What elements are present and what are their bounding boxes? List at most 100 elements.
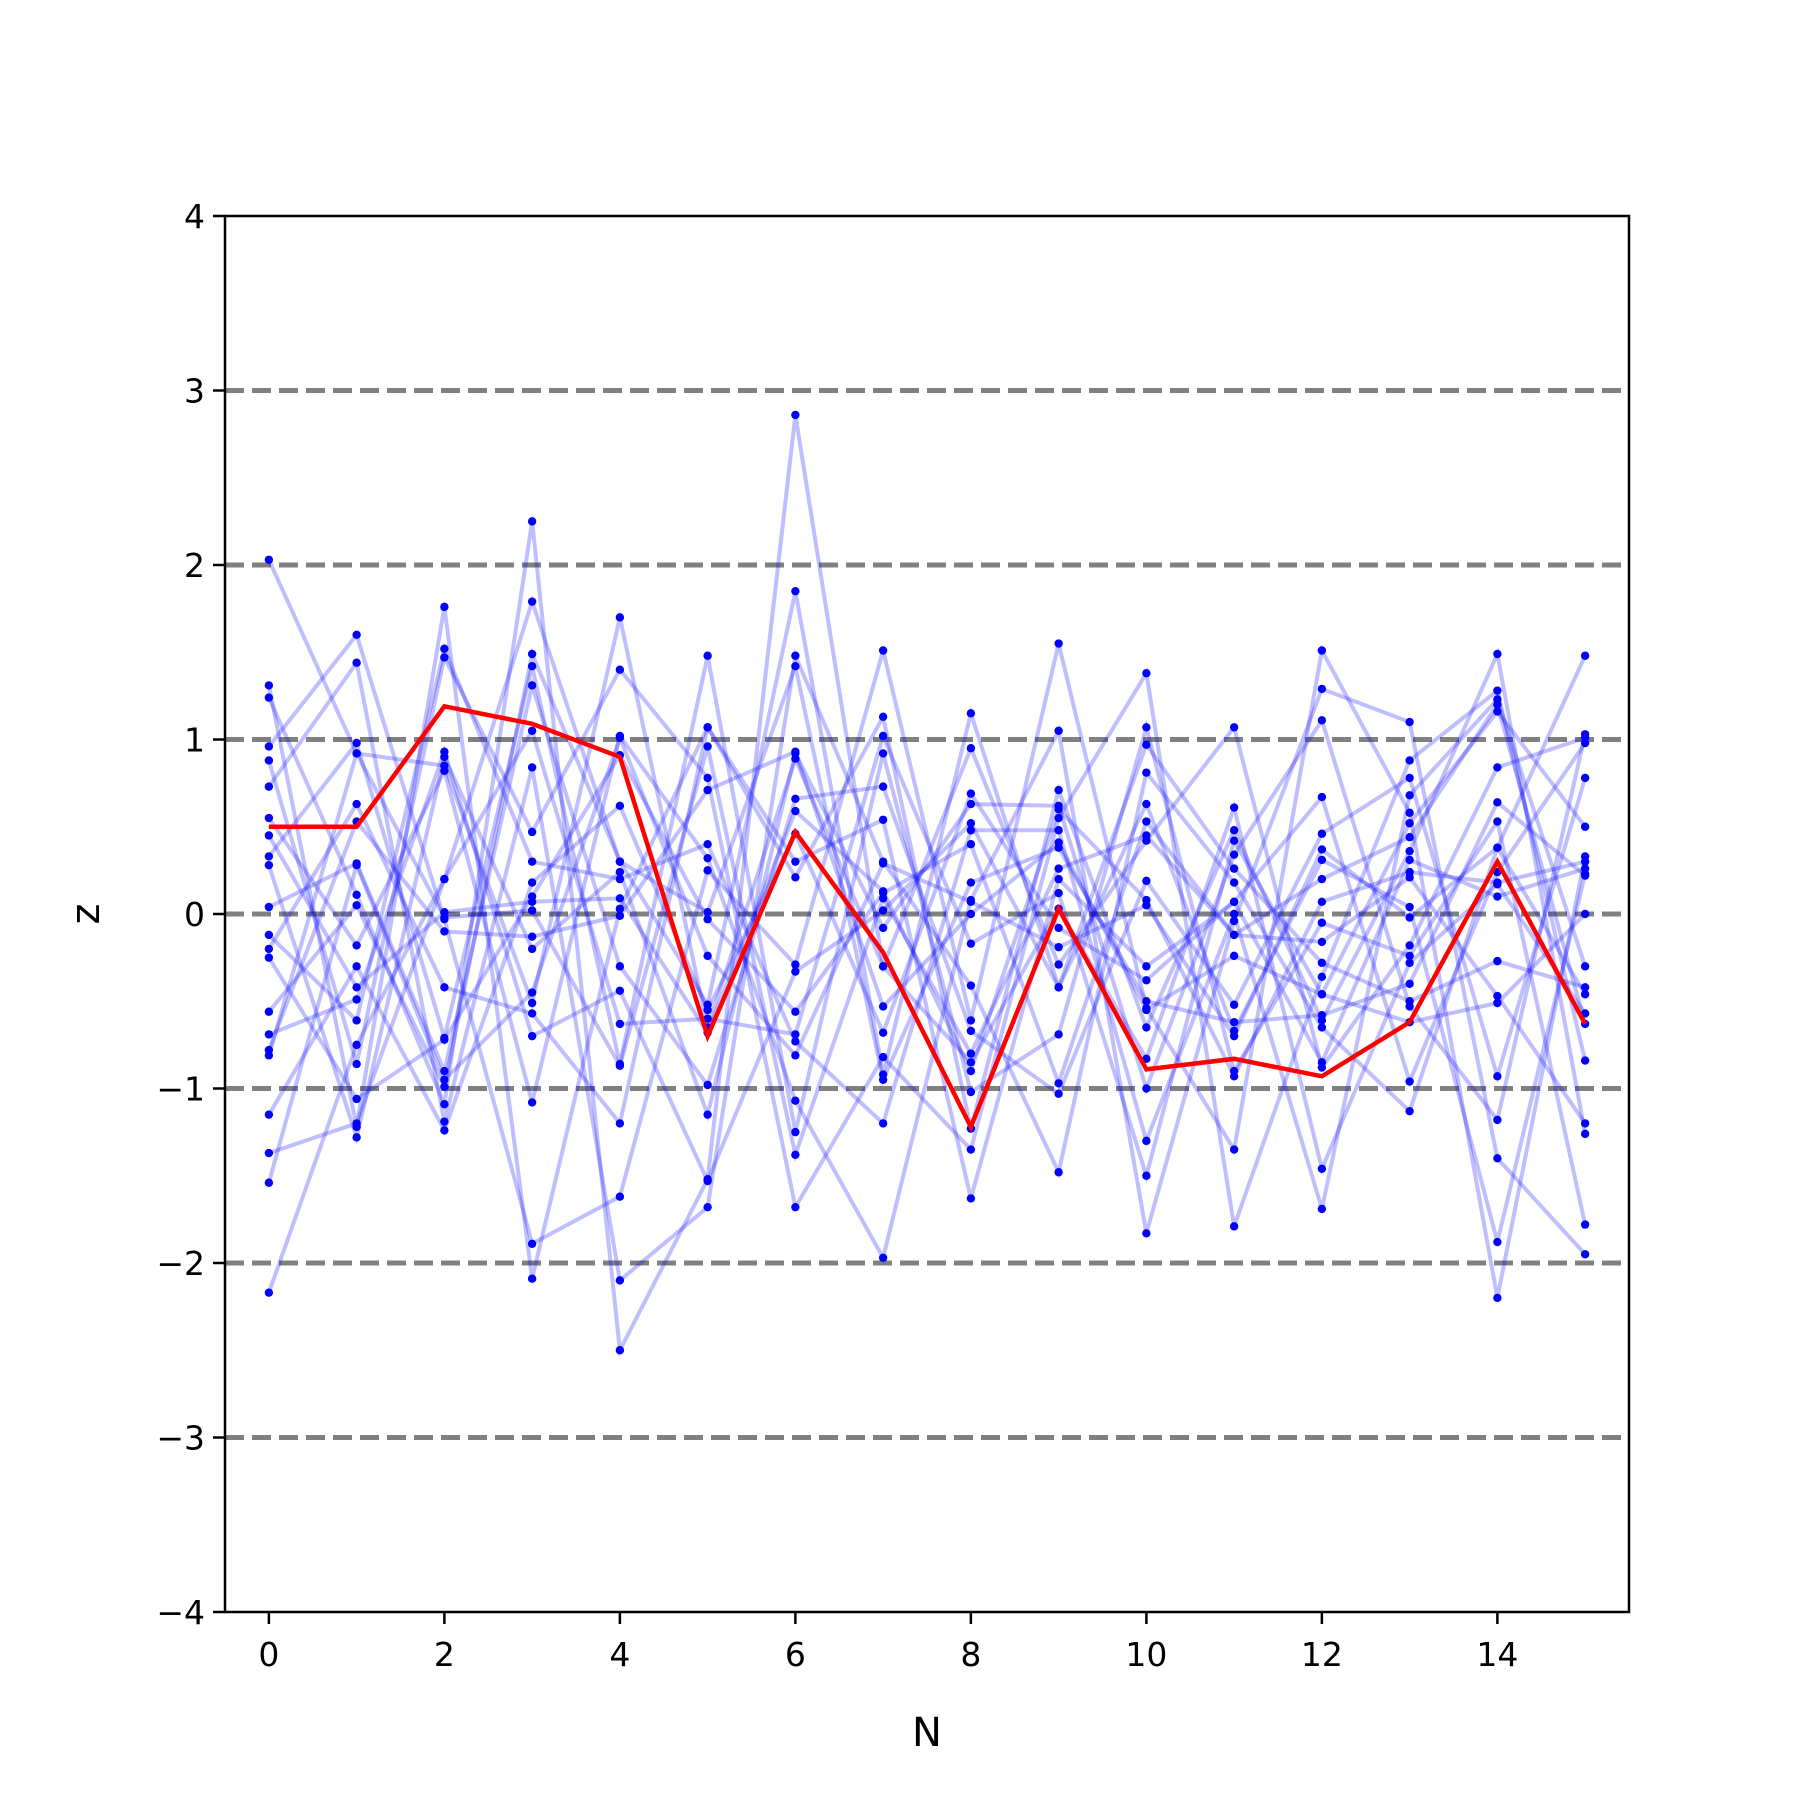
sample-point bbox=[966, 840, 976, 849]
sample-point bbox=[1405, 867, 1414, 877]
sample-point bbox=[966, 709, 976, 718]
sample-point bbox=[1493, 763, 1502, 772]
sample-point bbox=[878, 815, 888, 824]
sample-series-line bbox=[267, 722, 1587, 1199]
sample-point bbox=[1317, 990, 1327, 999]
sample-point bbox=[791, 410, 800, 420]
highlight-series-group bbox=[268, 703, 1588, 1133]
y-tick-label: 1 bbox=[184, 721, 205, 760]
sample-point bbox=[1229, 1017, 1239, 1027]
sample-point bbox=[1405, 979, 1414, 988]
sample-series-line bbox=[267, 642, 1588, 1210]
y-tick-label: −2 bbox=[156, 1244, 205, 1283]
sample-point bbox=[966, 1016, 976, 1025]
sample-point bbox=[791, 747, 800, 756]
sample-point bbox=[1229, 1000, 1239, 1009]
sample-point bbox=[1493, 798, 1502, 807]
sample-series-line bbox=[267, 686, 1587, 1264]
sample-point bbox=[440, 1066, 449, 1076]
sample-point bbox=[527, 906, 537, 915]
sample-point bbox=[1317, 937, 1327, 947]
sample-point bbox=[527, 726, 537, 735]
sample-point bbox=[264, 681, 274, 690]
sample-point bbox=[791, 1127, 800, 1137]
sample-point bbox=[1493, 1115, 1502, 1125]
sample-point bbox=[1317, 684, 1327, 694]
sample-point bbox=[791, 873, 800, 882]
sample-point bbox=[527, 763, 537, 772]
sample-point bbox=[527, 878, 537, 887]
sample-point bbox=[1580, 990, 1590, 999]
sample-point bbox=[440, 1082, 449, 1091]
sample-point bbox=[615, 733, 625, 742]
sample-point bbox=[352, 1094, 361, 1104]
sample-point bbox=[1054, 805, 1063, 814]
sample-point bbox=[878, 712, 888, 722]
sample-point bbox=[440, 1126, 449, 1135]
sample-series-line bbox=[267, 751, 1587, 1125]
sample-point bbox=[1142, 962, 1151, 971]
sample-point bbox=[1229, 909, 1239, 919]
sample-series-line bbox=[266, 590, 1588, 1294]
sample-point bbox=[615, 1019, 625, 1029]
sample-point bbox=[1142, 895, 1151, 905]
x-tick-label: 14 bbox=[1476, 1635, 1518, 1674]
sample-point bbox=[264, 1045, 274, 1055]
sample-point bbox=[791, 1030, 800, 1039]
sample-point bbox=[1405, 1106, 1414, 1116]
sample-point bbox=[440, 874, 449, 884]
sample-point bbox=[1054, 813, 1063, 823]
sample-point bbox=[1405, 913, 1414, 922]
sample-point bbox=[1142, 668, 1151, 678]
sample-point bbox=[703, 1202, 712, 1212]
sample-point bbox=[966, 819, 976, 828]
sample-point bbox=[966, 1026, 976, 1036]
sample-series-line bbox=[268, 725, 1587, 1184]
sample-point bbox=[878, 894, 888, 903]
sample-point bbox=[352, 1059, 361, 1069]
sample-point bbox=[966, 1058, 976, 1067]
sample-point bbox=[1142, 1023, 1151, 1032]
sample-point bbox=[878, 1052, 888, 1062]
sample-series-line bbox=[268, 740, 1586, 1186]
sample-point bbox=[1580, 1129, 1590, 1139]
sample-point bbox=[264, 782, 274, 791]
sample-point bbox=[264, 902, 274, 912]
x-tick-label: 8 bbox=[960, 1635, 981, 1674]
sample-point bbox=[1580, 871, 1590, 880]
sample-point bbox=[1054, 1089, 1063, 1098]
sample-point bbox=[352, 738, 361, 748]
sample-point bbox=[1142, 1005, 1151, 1015]
sample-point bbox=[1142, 831, 1151, 840]
sample-point bbox=[791, 1096, 800, 1105]
sample-point bbox=[264, 930, 274, 940]
sample-point bbox=[966, 799, 976, 809]
sample-point bbox=[703, 866, 712, 875]
sample-point bbox=[1229, 850, 1239, 859]
sample-point bbox=[1405, 756, 1414, 765]
sample-point bbox=[878, 1075, 888, 1084]
sample-point bbox=[791, 662, 800, 671]
sample-series-line bbox=[267, 677, 1588, 1097]
sample-point bbox=[527, 932, 537, 941]
sample-point bbox=[791, 1007, 800, 1016]
sample-point bbox=[791, 1150, 800, 1160]
sample-point bbox=[1229, 951, 1239, 961]
sample-point bbox=[352, 1133, 361, 1142]
sample-point bbox=[1317, 1204, 1327, 1214]
sample-point bbox=[615, 867, 625, 877]
sample-point bbox=[1054, 826, 1063, 835]
sample-point bbox=[1054, 888, 1063, 898]
sample-point bbox=[1493, 1293, 1502, 1303]
sample-point bbox=[440, 1035, 449, 1044]
sample-point bbox=[1054, 1079, 1063, 1088]
sample-point bbox=[1142, 876, 1151, 886]
sample-point bbox=[878, 887, 888, 896]
sample-point bbox=[878, 859, 888, 868]
sample-point bbox=[264, 693, 274, 702]
sample-point bbox=[440, 1100, 449, 1109]
sample-point bbox=[1054, 1168, 1063, 1177]
sample-point bbox=[703, 1080, 712, 1090]
sample-point bbox=[703, 1005, 712, 1015]
